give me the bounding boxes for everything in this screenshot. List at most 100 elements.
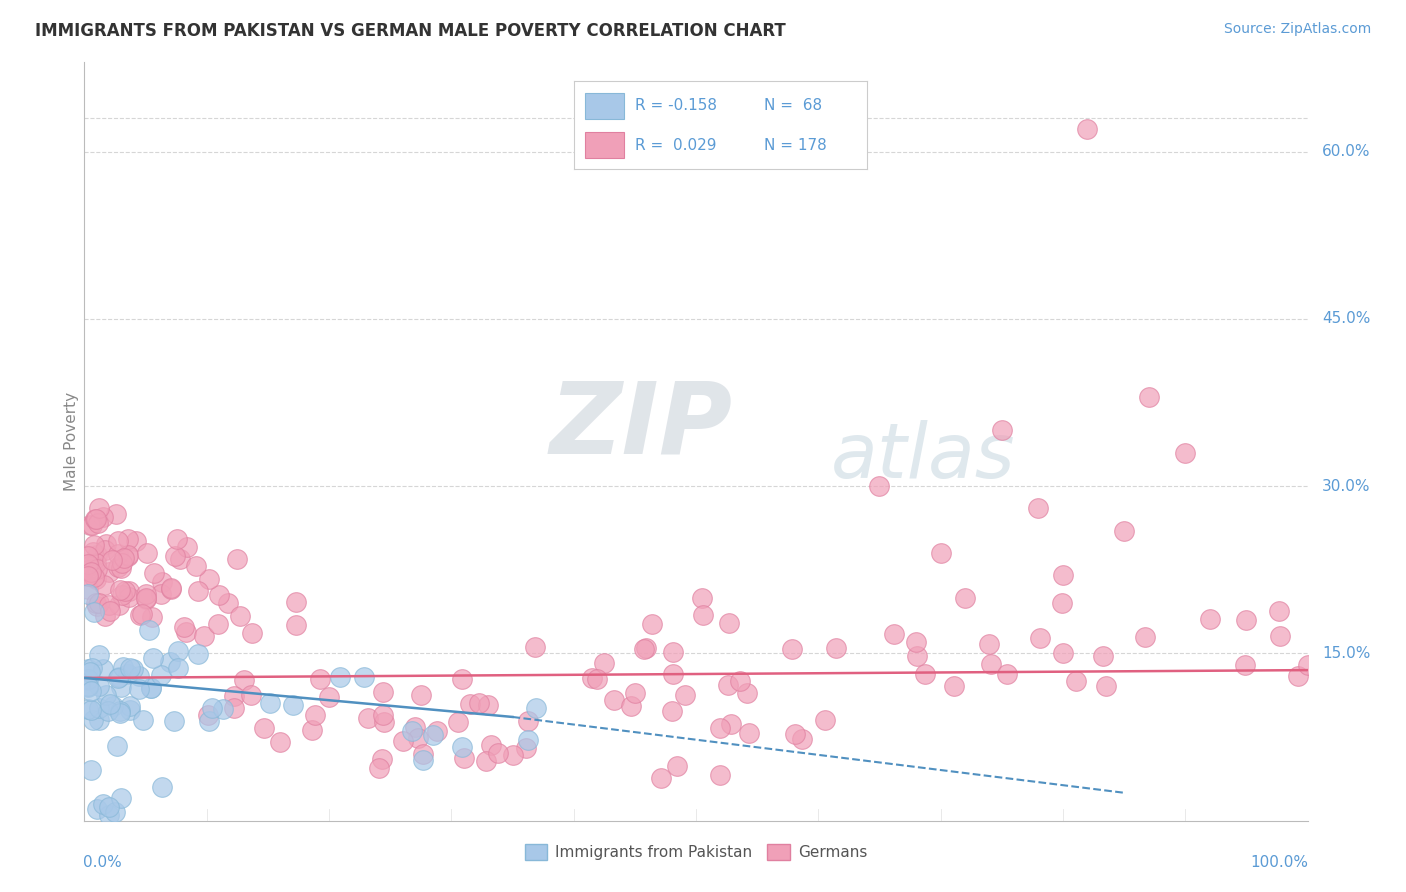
Point	[308, 673, 330, 687]
Point	[281, 698, 304, 712]
Point	[77, 702, 100, 716]
Text: IMMIGRANTS FROM PAKISTAN VS GERMAN MALE POVERTY CORRELATION CHART: IMMIGRANTS FROM PAKISTAN VS GERMAN MALE …	[35, 22, 786, 40]
Point	[77, 582, 100, 596]
Point	[135, 546, 157, 560]
Point	[143, 566, 166, 581]
Point	[160, 582, 183, 597]
Point	[107, 547, 129, 561]
Text: 60.0%: 60.0%	[1322, 145, 1371, 159]
Point	[516, 714, 538, 728]
Point	[409, 688, 432, 702]
Point	[135, 591, 157, 605]
Point	[662, 666, 685, 681]
Point	[135, 591, 157, 606]
Point	[108, 598, 131, 612]
Point	[1091, 648, 1114, 663]
Point	[709, 768, 731, 782]
Point	[187, 647, 209, 661]
Point	[82, 562, 104, 576]
Point	[623, 686, 645, 700]
Y-axis label: Male Poverty: Male Poverty	[63, 392, 79, 491]
Point	[80, 661, 103, 675]
Point	[242, 626, 264, 640]
Point	[603, 693, 626, 707]
Point	[77, 569, 100, 583]
Point	[80, 565, 103, 579]
Point	[412, 747, 434, 762]
Point	[117, 549, 139, 564]
Point	[193, 628, 215, 642]
Point	[79, 683, 101, 698]
Point	[117, 667, 139, 681]
Point	[458, 697, 481, 711]
Point	[869, 479, 891, 493]
Point	[709, 721, 731, 735]
Point	[785, 727, 807, 741]
Point	[86, 803, 108, 817]
Point	[138, 623, 160, 637]
Point	[77, 558, 100, 573]
Point	[690, 591, 713, 605]
Point	[720, 717, 742, 731]
Point	[89, 500, 111, 515]
Point	[94, 688, 117, 702]
Point	[353, 669, 375, 683]
Point	[91, 797, 114, 811]
Point	[80, 763, 103, 777]
Point	[131, 713, 153, 727]
Point	[96, 537, 118, 551]
Point	[370, 752, 392, 766]
Point	[222, 701, 245, 715]
Point	[120, 661, 142, 675]
Point	[422, 728, 444, 742]
Point	[239, 688, 262, 702]
Point	[125, 533, 148, 548]
Point	[77, 549, 100, 563]
Point	[77, 587, 100, 601]
Point	[1268, 604, 1291, 618]
Point	[97, 808, 120, 822]
Point	[174, 624, 197, 639]
Point	[111, 588, 134, 602]
Point	[620, 698, 643, 713]
Point	[730, 674, 752, 689]
Point	[108, 704, 131, 718]
Point	[105, 739, 128, 753]
Point	[83, 605, 105, 619]
Point	[1114, 524, 1136, 538]
Point	[98, 697, 121, 711]
Text: ZIP: ZIP	[550, 378, 733, 475]
Point	[141, 610, 163, 624]
Point	[201, 701, 224, 715]
Point	[187, 584, 209, 599]
Text: 0.0%: 0.0%	[83, 855, 122, 870]
Point	[717, 678, 740, 692]
Point	[84, 572, 107, 586]
Point	[86, 516, 108, 530]
Point	[86, 599, 108, 613]
Point	[77, 672, 100, 686]
Point	[979, 637, 1001, 651]
Point	[661, 704, 683, 718]
Point	[285, 595, 308, 609]
Point	[232, 673, 254, 687]
Point	[114, 584, 136, 599]
Point	[1137, 390, 1160, 404]
Text: 100.0%: 100.0%	[1251, 855, 1309, 870]
Point	[128, 607, 150, 622]
Point	[592, 657, 614, 671]
Point	[217, 596, 239, 610]
Point	[112, 660, 135, 674]
Point	[357, 710, 380, 724]
Point	[673, 689, 696, 703]
Point	[1028, 501, 1050, 516]
Point	[93, 608, 115, 623]
Point	[1296, 657, 1319, 672]
Point	[269, 735, 291, 749]
Point	[477, 698, 499, 713]
Point	[108, 582, 131, 597]
Point	[523, 640, 546, 654]
Point	[77, 679, 100, 693]
Point	[77, 680, 100, 694]
Point	[914, 667, 936, 681]
